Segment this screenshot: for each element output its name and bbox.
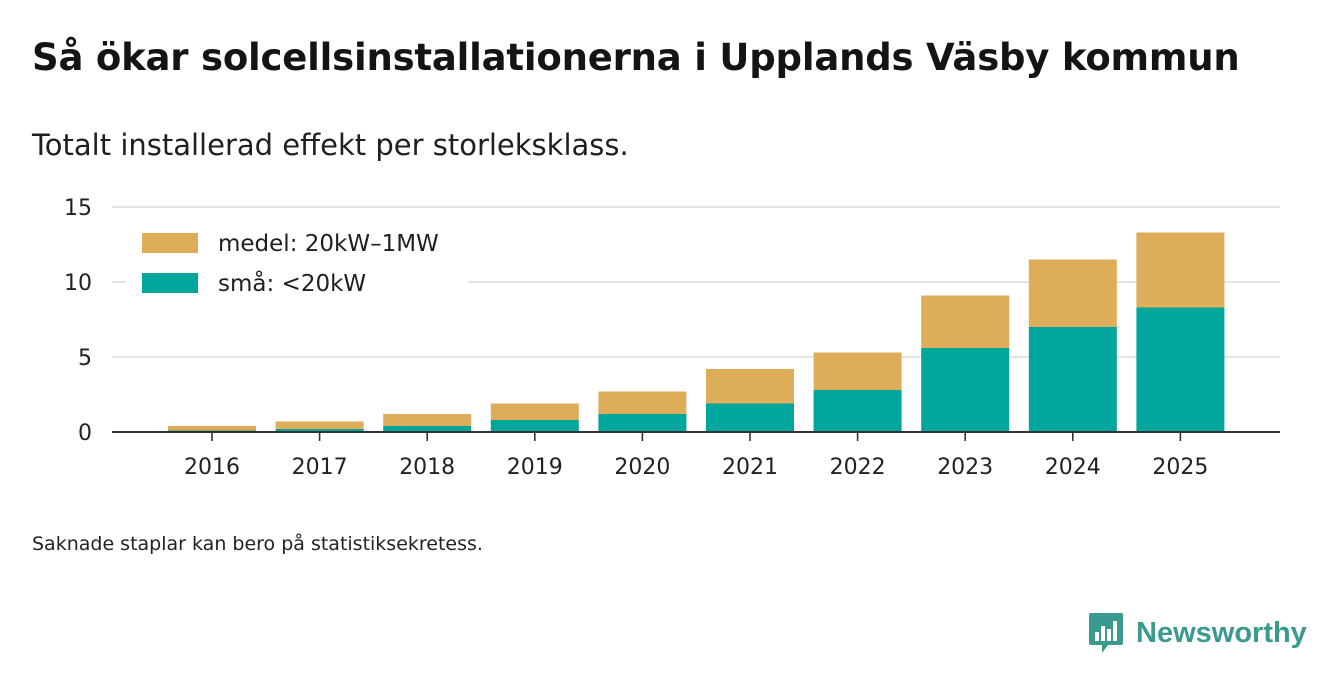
- brand-logo: Newsworthy: [1088, 612, 1307, 654]
- bar-sma-2021: [706, 403, 794, 432]
- x-tick-label-2022: 2022: [830, 455, 886, 480]
- chart-subtitle: Totalt installerad effekt per storlekskl…: [32, 128, 629, 162]
- bar-medel-2022: [813, 352, 902, 390]
- bar-sma-2024: [1028, 327, 1117, 432]
- x-tick-label-2016: 2016: [184, 455, 240, 480]
- x-tick-label-2019: 2019: [507, 455, 563, 480]
- x-tick-label-2018: 2018: [399, 455, 455, 480]
- x-tick-label-2017: 2017: [292, 455, 348, 480]
- brand-name: Newsworthy: [1136, 616, 1307, 649]
- legend-label-sma: små: <20kW: [218, 269, 366, 297]
- bar-medel-2016: [168, 426, 256, 431]
- x-tick-label-2024: 2024: [1045, 455, 1101, 480]
- x-tick-label-2023: 2023: [937, 455, 993, 480]
- bar-sma-2023: [921, 348, 1010, 432]
- x-tick-label-2021: 2021: [722, 455, 778, 480]
- bar-sma-2019: [490, 420, 579, 432]
- x-tick-label-2020: 2020: [614, 455, 670, 480]
- legend: medel: 20kW–1MW små: <20kW: [126, 222, 468, 308]
- legend-swatch-sma: [142, 273, 198, 293]
- bar-sma-2022: [813, 390, 902, 432]
- bar-sma-2018: [383, 426, 472, 432]
- bar-medel-2017: [275, 421, 364, 429]
- legend-label-medel: medel: 20kW–1MW: [218, 231, 439, 257]
- bars: [168, 232, 1225, 432]
- bar-medel-2019: [490, 403, 579, 420]
- bar-medel-2021: [706, 369, 794, 404]
- footnote: Saknade staplar kan bero på statistiksek…: [32, 533, 483, 555]
- chart-title: Så ökar solcellsinstallationerna i Uppla…: [32, 36, 1240, 79]
- y-tick-label: 15: [64, 196, 92, 221]
- bar-medel-2020: [598, 391, 687, 414]
- x-tick-label-2025: 2025: [1152, 455, 1208, 480]
- y-tick-label: 0: [78, 421, 92, 446]
- bar-sma-2025: [1136, 307, 1225, 432]
- bar-medel-2024: [1028, 259, 1117, 327]
- stacked-bar-chart: medel: 20kW–1MW små: <20kW 0 5 10 15 2016 2017…: [64, 196, 1280, 480]
- newsworthy-logo-icon: [1089, 613, 1123, 653]
- legend-swatch-medel: [142, 233, 198, 253]
- bar-sma-2020: [598, 414, 687, 432]
- bar-medel-2023: [921, 295, 1010, 348]
- y-tick-label: 5: [78, 346, 92, 371]
- bar-medel-2025: [1136, 232, 1225, 308]
- bar-sma-2017: [275, 429, 364, 432]
- y-tick-label: 10: [64, 271, 92, 296]
- axes: 0 5 10 15 2016 2017 2018 2019 2020 2021 2022 2023 20…: [64, 196, 1280, 480]
- bar-medel-2018: [383, 414, 472, 426]
